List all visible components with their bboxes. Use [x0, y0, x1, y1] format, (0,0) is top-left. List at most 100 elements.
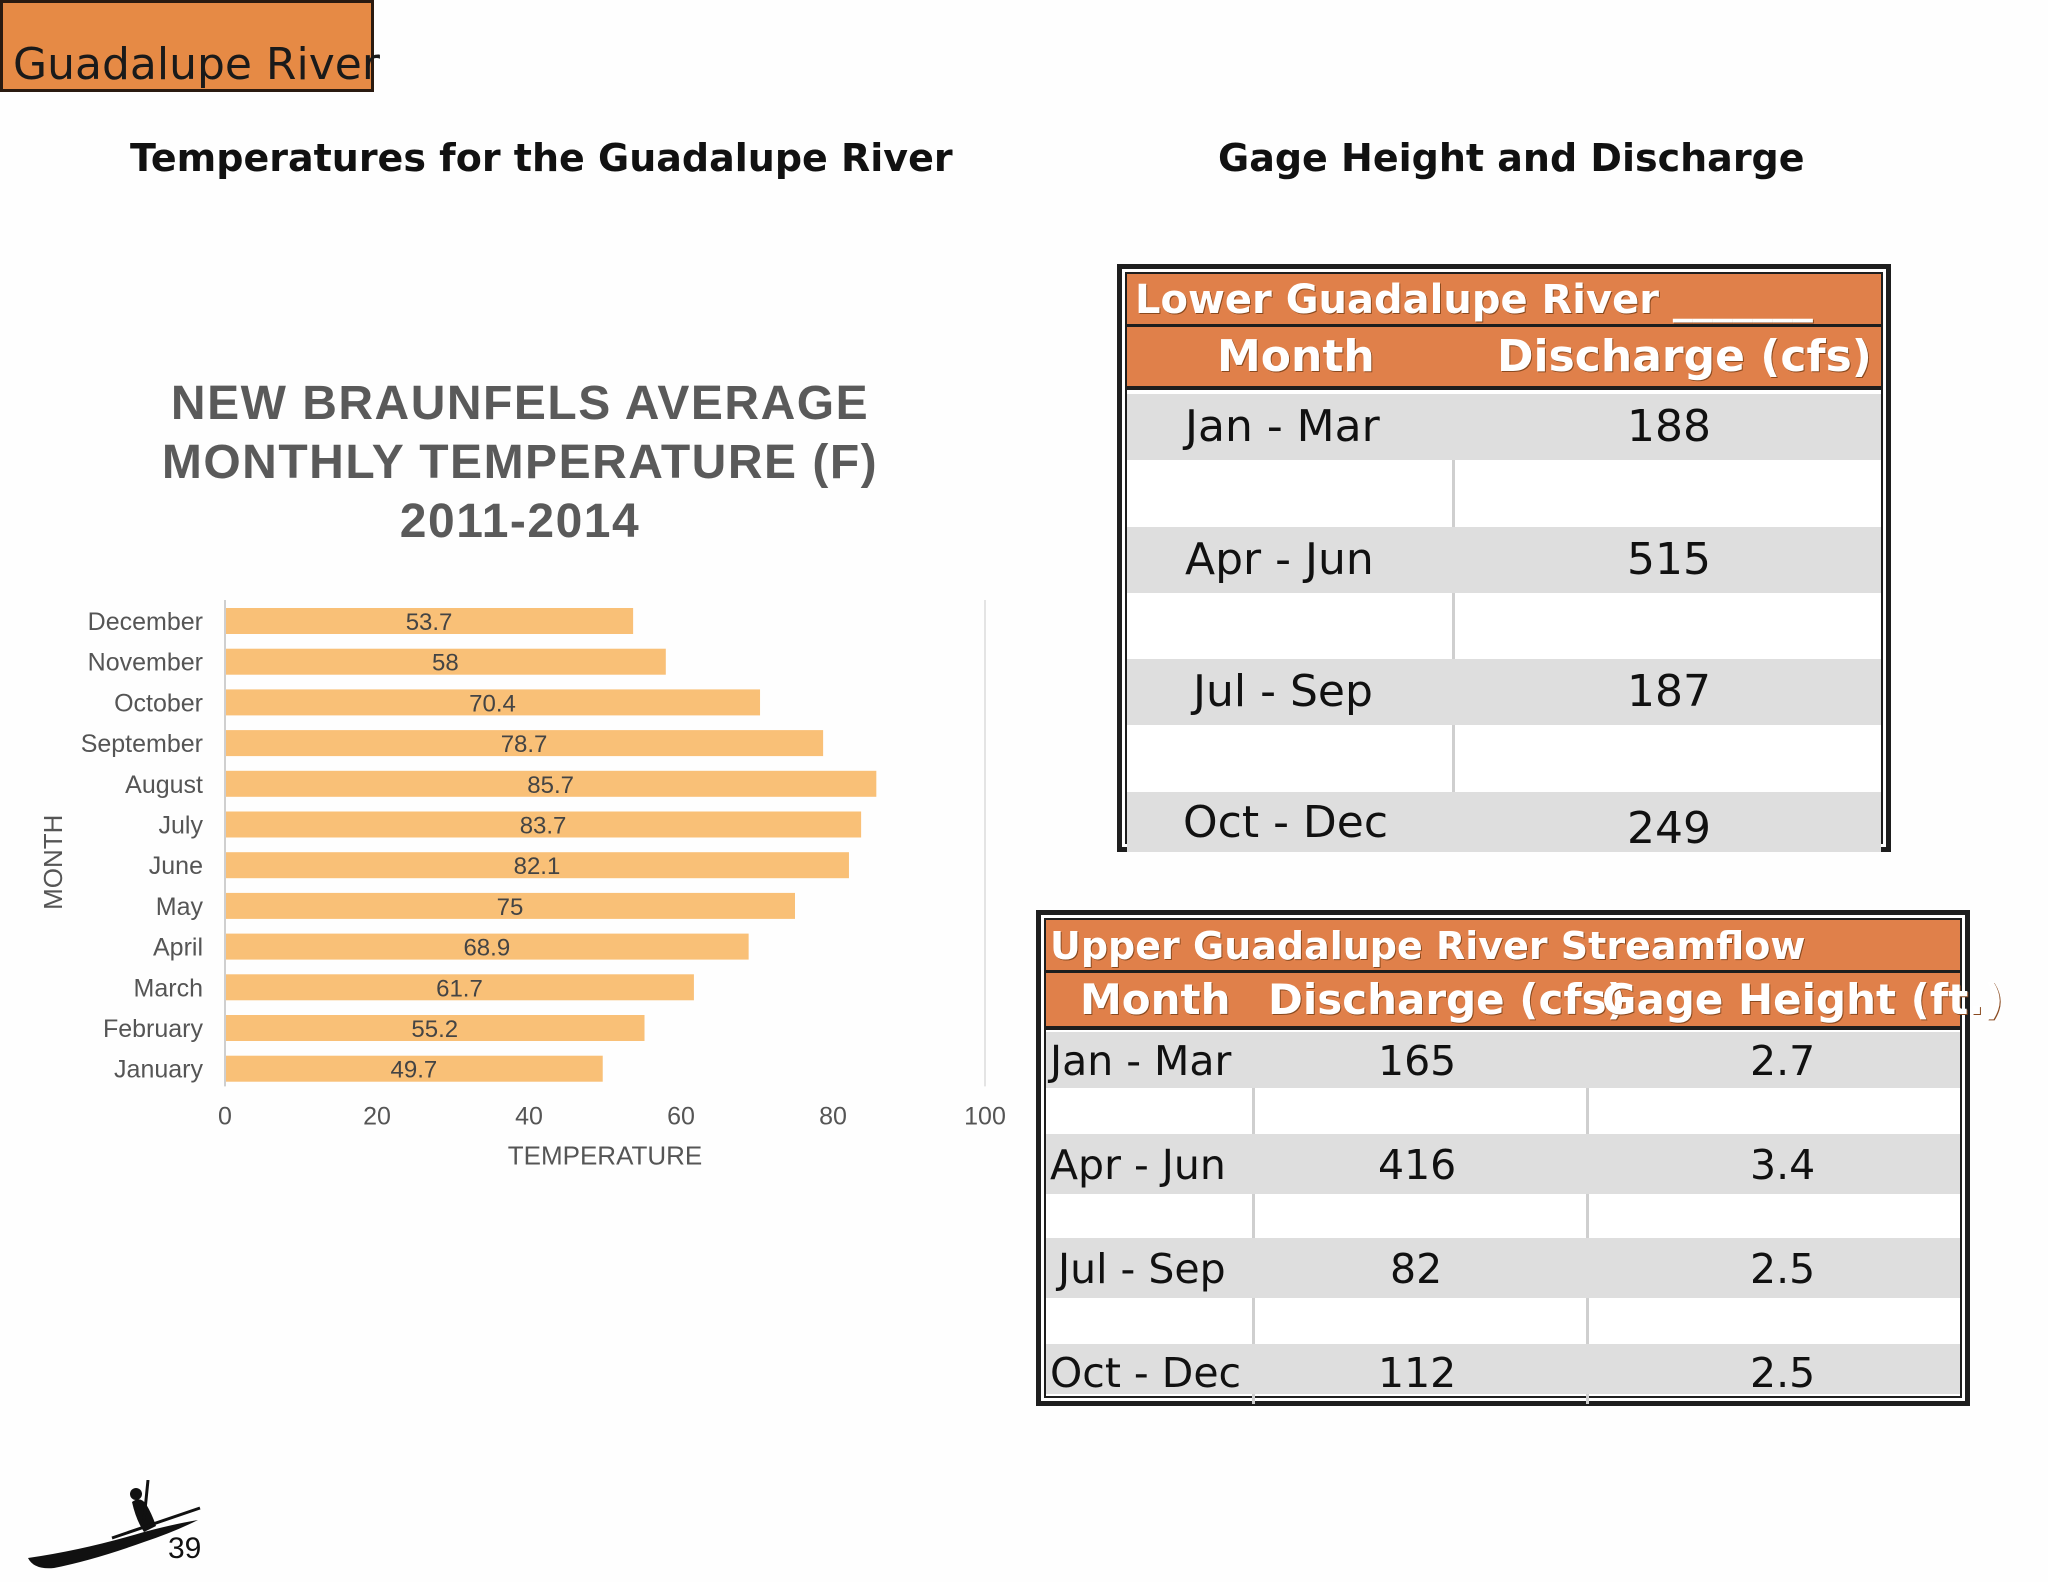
- upper-guadalupe-table: Upper Guadalupe River Streamflow Month D…: [1036, 910, 2003, 1406]
- x-tick-label: 0: [218, 1102, 232, 1130]
- column-divider: [1452, 394, 1455, 798]
- cell-discharge: 416: [1378, 1141, 1457, 1189]
- cell-month: Oct - Dec: [1050, 1349, 1242, 1397]
- category-label: September: [81, 730, 203, 758]
- table-row: Jul - Sep 187: [1127, 659, 1881, 725]
- bar-july: [226, 811, 862, 838]
- bar-november: [226, 648, 666, 675]
- cell-discharge: 165: [1378, 1037, 1457, 1085]
- kayaker-icon: [28, 1480, 201, 1569]
- bar-value-label: 61.7: [436, 975, 483, 1002]
- bar-value-label: 49.7: [391, 1057, 438, 1084]
- bar-value-label: 75: [497, 894, 524, 921]
- table-row: Jan - Mar 165 2.7: [1046, 1032, 1960, 1088]
- x-axis-label: TEMPERATURE: [508, 1140, 703, 1170]
- temperatures-heading: Temperatures for the Guadalupe River: [130, 136, 953, 180]
- page-number: 39: [168, 1532, 202, 1565]
- bar-value-label: 53.7: [406, 609, 453, 636]
- chart-title: NEW BRAUNFELS AVERAGE MONTHLY TEMPERATURE…: [162, 377, 878, 548]
- cell-month: Apr - Jun: [1050, 1141, 1226, 1189]
- chart-title-line: NEW BRAUNFELS AVERAGE: [171, 377, 869, 430]
- table-row: Apr - Jun 515: [1127, 527, 1881, 593]
- cell-month: Jul - Sep: [1058, 1245, 1226, 1293]
- category-label: October: [114, 689, 203, 717]
- cell-month: Oct - Dec: [1183, 797, 1389, 848]
- cell-discharge: 188: [1627, 401, 1711, 452]
- cell-gage-height: 2.5: [1750, 1245, 1816, 1293]
- table-title: Lower Guadalupe River _______: [1127, 274, 1881, 324]
- bar-february: [226, 1015, 645, 1041]
- tick-labels: 0 20 40 60 80 100: [218, 1102, 1006, 1130]
- chart-title-line: 2011-2014: [400, 495, 640, 548]
- cell-gage-height: 2.5: [1750, 1349, 1816, 1397]
- category-label: August: [125, 771, 203, 799]
- cell-month: Apr - Jun: [1185, 534, 1374, 585]
- header-discharge: Discharge (cfs): [1497, 331, 1872, 382]
- bar-value-label: 55.2: [411, 1016, 458, 1043]
- section-tag: Guadalupe River: [0, 0, 380, 92]
- category-labels: December November October September August Ju…: [81, 608, 204, 1084]
- cell-month: Jan - Mar: [1050, 1037, 1232, 1085]
- cell-month: Jan - Mar: [1185, 401, 1380, 452]
- category-label: March: [134, 974, 203, 1002]
- bar-april: [226, 933, 749, 960]
- bar-march: [226, 974, 694, 1001]
- table-title: Upper Guadalupe River Streamflow: [1046, 920, 1960, 970]
- cell-discharge: 82: [1390, 1245, 1443, 1293]
- column-divider: [1252, 1032, 1255, 1404]
- bar-june: [226, 852, 849, 879]
- bar-value-label: 82.1: [514, 853, 561, 880]
- bar-september: [226, 730, 824, 757]
- category-label: November: [88, 649, 203, 677]
- chart-title-line: MONTHLY TEMPERATURE (F): [162, 436, 878, 489]
- cell-discharge: 515: [1627, 534, 1711, 585]
- bar-value-label: 70.4: [469, 690, 516, 717]
- cell-gage-height: 3.4: [1750, 1141, 1816, 1189]
- bars: 53.7 58 70.4 78.7 85.7 83.7 82.1 75 68.9 61.7 55.2…: [226, 608, 877, 1084]
- cell-gage-height: 2.7: [1750, 1037, 1816, 1085]
- x-tick-label: 20: [363, 1102, 391, 1130]
- gage-heading: Gage Height and Discharge: [1218, 136, 1805, 180]
- cell-month: Jul - Sep: [1193, 666, 1373, 717]
- category-label: April: [153, 934, 203, 962]
- column-divider: [1586, 1032, 1589, 1404]
- table-header: Month Discharge (cfs) Gage Height (ft.): [1046, 970, 2003, 1030]
- bar-value-label: 85.7: [527, 772, 574, 799]
- x-tick-label: 80: [819, 1102, 847, 1130]
- category-label: February: [103, 1015, 204, 1043]
- bar-value-label: 68.9: [463, 935, 510, 962]
- bar-value-label: 58: [432, 650, 459, 677]
- temperature-bar-chart: NEW BRAUNFELS AVERAGE MONTHLY TEMPERATURE…: [38, 377, 1006, 1170]
- cell-discharge: 187: [1627, 666, 1711, 717]
- lower-guadalupe-table: Lower Guadalupe River _______ Month Disc…: [1117, 264, 1891, 854]
- table-row: Apr - Jun 416 3.4: [1046, 1134, 1960, 1194]
- header-gage-height: Gage Height (ft.): [1602, 975, 2004, 1024]
- x-tick-label: 60: [667, 1102, 695, 1130]
- bar-october: [226, 689, 761, 716]
- bar-december: [226, 608, 634, 634]
- category-label: December: [88, 608, 203, 636]
- cell-discharge: 249: [1627, 803, 1711, 854]
- y-axis-label: MONTH: [38, 815, 68, 910]
- bar-value-label: 83.7: [520, 813, 567, 840]
- table-inner: Upper Guadalupe River Streamflow Month D…: [1044, 918, 2003, 1404]
- category-label: January: [114, 1056, 203, 1084]
- bar-january: [226, 1055, 603, 1082]
- table-row: Jan - Mar 188: [1127, 394, 1881, 460]
- table-row: Jul - Sep 82 2.5: [1046, 1238, 1960, 1298]
- header-month: Month: [1080, 975, 1231, 1024]
- category-label: July: [159, 812, 204, 840]
- bar-value-label: 78.7: [501, 731, 548, 758]
- x-tick-label: 100: [964, 1102, 1006, 1130]
- header-month: Month: [1217, 331, 1375, 382]
- table-header: Month Discharge (cfs): [1127, 324, 1881, 390]
- cell-discharge: 112: [1378, 1349, 1457, 1397]
- table-row: Oct - Dec 249: [1127, 792, 1881, 854]
- x-tick-label: 40: [515, 1102, 543, 1130]
- bar-may: [226, 892, 795, 919]
- table-row: Oct - Dec 112 2.5: [1046, 1344, 1960, 1397]
- header-discharge: Discharge (cfs): [1268, 975, 1626, 1024]
- bar-august: [226, 770, 877, 797]
- table-inner: Lower Guadalupe River _______ Month Disc…: [1125, 272, 1883, 854]
- category-label: June: [149, 852, 203, 880]
